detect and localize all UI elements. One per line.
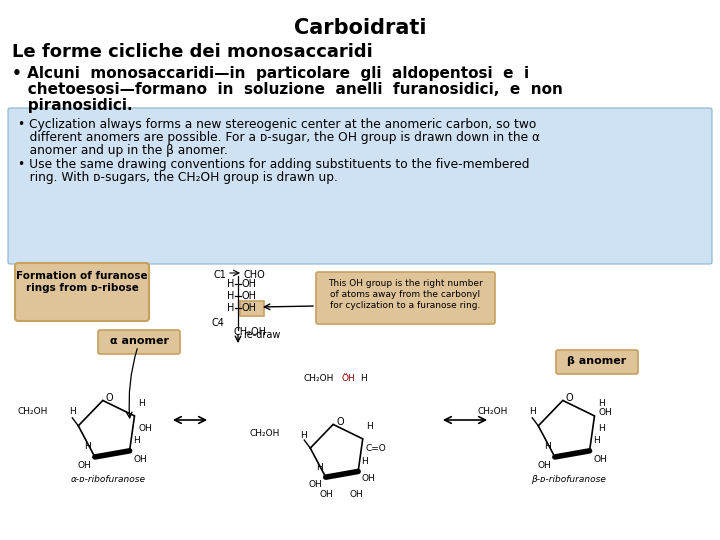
Text: C=O: C=O xyxy=(366,444,387,453)
Text: • Use the same drawing conventions for adding substituents to the five-membered: • Use the same drawing conventions for a… xyxy=(18,158,529,171)
Text: ÖH: ÖH xyxy=(342,374,356,383)
Text: α anomer: α anomer xyxy=(109,336,168,346)
Text: OH: OH xyxy=(361,475,375,483)
Text: H: H xyxy=(227,291,234,301)
Text: H: H xyxy=(361,457,368,467)
FancyBboxPatch shape xyxy=(240,301,264,316)
Text: O: O xyxy=(336,417,343,428)
Text: CH₂OH: CH₂OH xyxy=(303,374,333,383)
Text: OH: OH xyxy=(242,291,257,301)
Text: H: H xyxy=(300,431,307,440)
Text: H: H xyxy=(316,463,323,472)
FancyBboxPatch shape xyxy=(15,263,149,321)
Text: β anomer: β anomer xyxy=(567,356,626,366)
Text: H: H xyxy=(598,424,606,433)
Text: • Alcuni  monosaccaridi—in  particolare  gli  aldopentosi  e  i: • Alcuni monosaccaridi—in particolare gl… xyxy=(12,66,529,81)
Text: OH: OH xyxy=(309,480,323,489)
Text: Carboidrati: Carboidrati xyxy=(294,18,426,38)
Text: OH: OH xyxy=(138,424,152,433)
Text: CH₂OH: CH₂OH xyxy=(478,407,508,416)
Text: H: H xyxy=(544,442,551,451)
Text: anomer and up in the β anomer.: anomer and up in the β anomer. xyxy=(18,144,228,157)
Text: β-ᴅ-ribofuranose: β-ᴅ-ribofuranose xyxy=(531,475,606,484)
Text: This OH group is the right number: This OH group is the right number xyxy=(328,279,482,288)
Text: OH: OH xyxy=(77,461,91,470)
Text: α-ᴅ-ribofuranose: α-ᴅ-ribofuranose xyxy=(71,475,145,484)
Text: O: O xyxy=(106,394,114,403)
Text: OH: OH xyxy=(134,455,148,464)
Text: H: H xyxy=(138,399,145,408)
Text: H: H xyxy=(227,303,234,313)
Text: chetoesosi—formano  in  soluzione  anelli  furanosidici,  e  non: chetoesosi—formano in soluzione anelli f… xyxy=(12,82,563,97)
FancyBboxPatch shape xyxy=(8,108,712,264)
Text: C1: C1 xyxy=(213,270,226,280)
FancyBboxPatch shape xyxy=(98,330,180,354)
Text: Le forme cicliche dei monosaccaridi: Le forme cicliche dei monosaccaridi xyxy=(12,43,373,61)
Text: OH: OH xyxy=(593,455,608,464)
Text: O: O xyxy=(566,394,573,403)
Text: H: H xyxy=(360,374,366,383)
Text: of atoms away from the carbonyl: of atoms away from the carbonyl xyxy=(330,290,480,299)
Text: CH₂OH: CH₂OH xyxy=(18,407,48,416)
Text: ring. With ᴅ-sugars, the CH₂OH group is drawn up.: ring. With ᴅ-sugars, the CH₂OH group is … xyxy=(18,171,338,184)
Text: CH₂OH: CH₂OH xyxy=(250,429,280,438)
Text: H: H xyxy=(366,422,372,431)
FancyBboxPatch shape xyxy=(556,350,638,374)
Text: CH₂OH: CH₂OH xyxy=(233,327,266,337)
Text: rings from ᴅ-ribose: rings from ᴅ-ribose xyxy=(26,283,138,293)
Text: OH: OH xyxy=(242,303,257,313)
Text: H: H xyxy=(84,442,91,451)
Text: Formation of furanose: Formation of furanose xyxy=(16,271,148,281)
Text: H: H xyxy=(598,399,606,408)
Text: H: H xyxy=(529,407,536,416)
Text: piranosidici.: piranosidici. xyxy=(12,98,132,113)
Text: OH: OH xyxy=(598,408,612,417)
Text: H: H xyxy=(134,436,140,445)
Text: • Cyclization always forms a new stereogenic center at the anomeric carbon, so t: • Cyclization always forms a new stereog… xyxy=(18,118,536,131)
Text: OH: OH xyxy=(349,490,363,499)
Text: C4: C4 xyxy=(211,318,224,328)
Text: for cyclization to a furanose ring.: for cyclization to a furanose ring. xyxy=(330,301,480,310)
Text: different anomers are possible. For a ᴅ-sugar, the OH group is drawn down in the: different anomers are possible. For a ᴅ-… xyxy=(18,131,540,144)
Text: H: H xyxy=(593,436,600,445)
Text: re-draw: re-draw xyxy=(243,330,280,340)
Text: OH: OH xyxy=(319,490,333,499)
Text: H: H xyxy=(70,407,76,416)
Text: OH: OH xyxy=(537,461,551,470)
Text: CHO: CHO xyxy=(244,270,266,280)
Text: OH: OH xyxy=(242,279,257,289)
Text: H: H xyxy=(227,279,234,289)
FancyBboxPatch shape xyxy=(316,272,495,324)
